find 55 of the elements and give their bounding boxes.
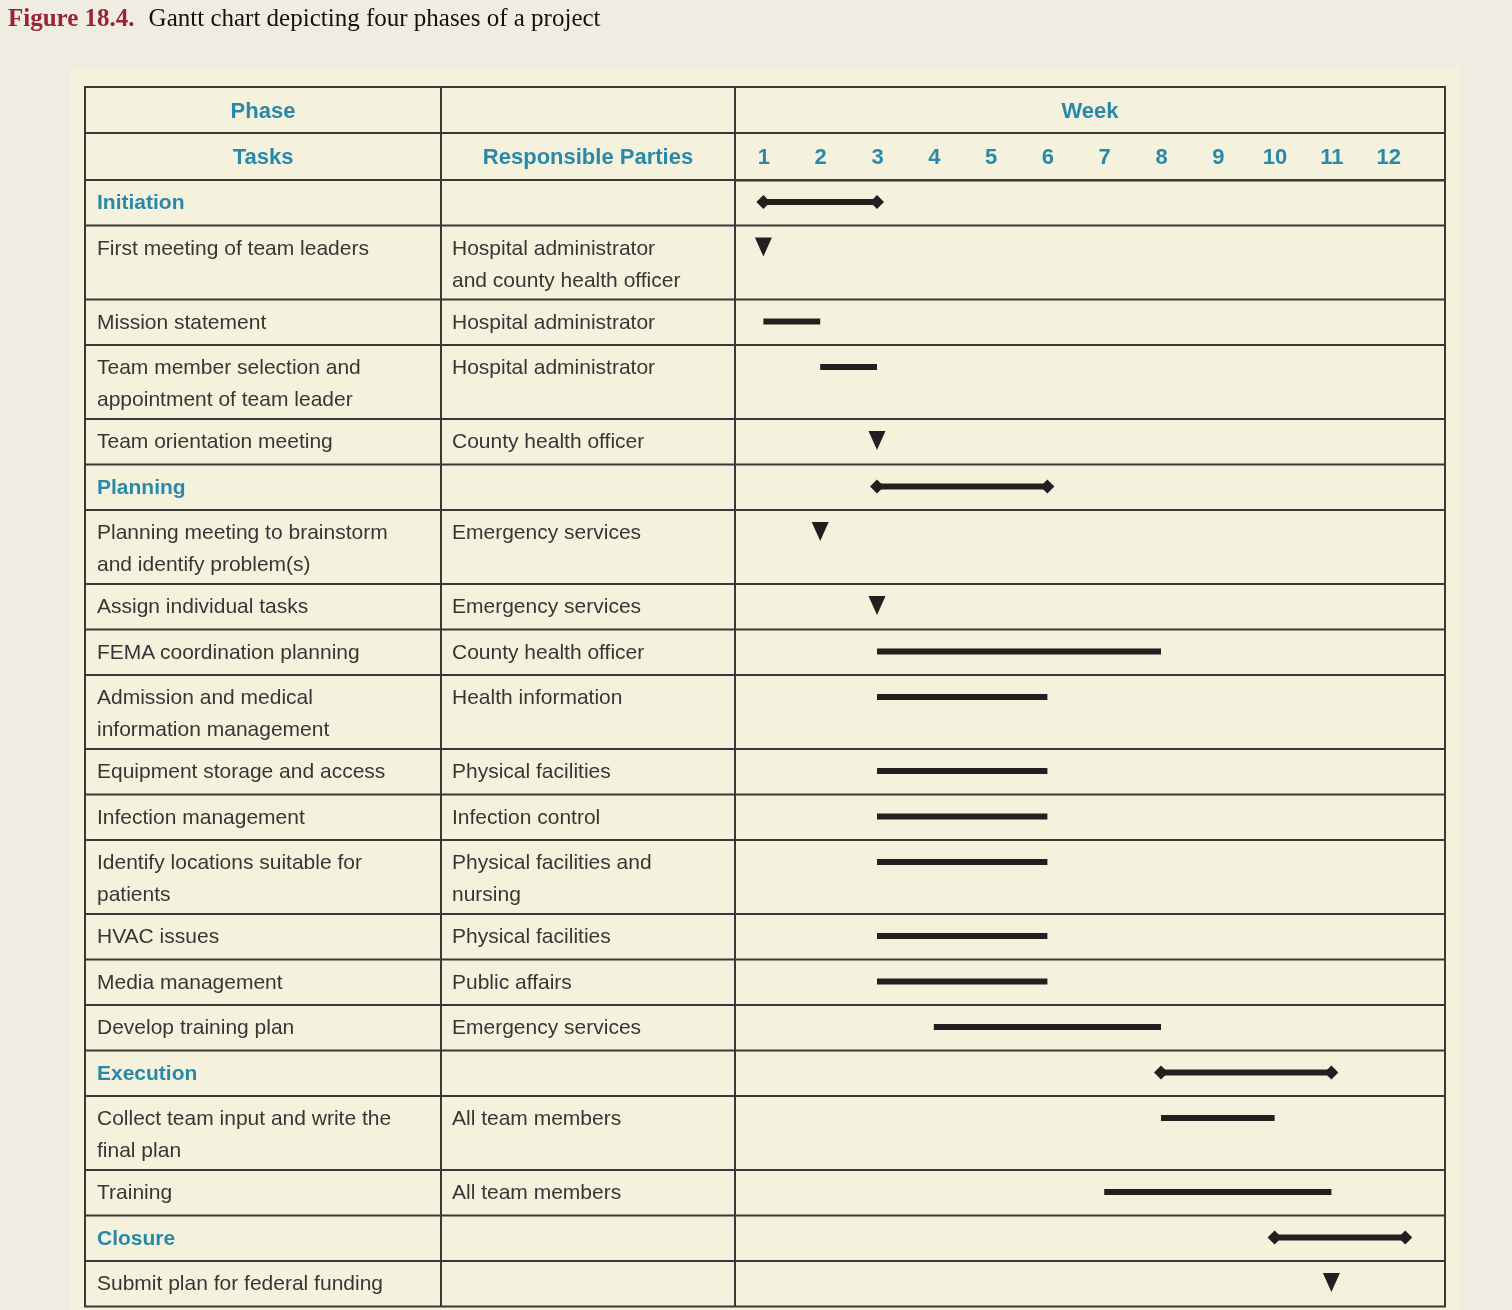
x2-tick-label: 9 — [1212, 144, 1225, 169]
y-tick-label: Mission statement — [97, 309, 267, 333]
y2-tick-label: Emergency services — [452, 1015, 642, 1038]
x2-tick-label: 6 — [1041, 144, 1055, 169]
x2-tick-label: 3 — [871, 144, 884, 169]
y2-tick-label: All team members — [452, 1106, 622, 1129]
x2-tick-label: 7 — [1098, 144, 1111, 169]
x2-tick-label: 5 — [984, 144, 998, 169]
y2-tick-label: Public affairs — [452, 969, 572, 993]
y-tick-label: Execution — [97, 1060, 198, 1084]
y-tick-label: Admission and medical information management — [97, 685, 330, 740]
y-tick-label: Identify locations suitable for patients — [97, 850, 362, 905]
y-tick-label: Team orientation meeting — [97, 429, 333, 452]
y-tick-label: Team member selection and appointment of team leader — [97, 355, 361, 410]
y-tick-label: Collect team input and write the final plan — [97, 1106, 392, 1161]
y-tick-label: Initiation — [97, 190, 185, 213]
x2-tick-label: 8 — [1155, 144, 1168, 169]
y-tick-label: FEMA coordination planning — [97, 639, 360, 663]
y2-tick-label: Hospital administrator and county health officer — [452, 235, 681, 291]
y-tick-label: HVAC issues — [97, 924, 220, 947]
y2-tick-label: County health officer — [452, 429, 645, 452]
x2-axis-title: Week — [1061, 98, 1120, 123]
y-tick-label: Equipment storage and access — [97, 759, 386, 782]
y-tick-label: Planning — [97, 474, 186, 498]
y-tick-label: Develop training plan — [97, 1015, 295, 1038]
y2-tick-label: Hospital administrator — [452, 355, 656, 378]
y2-tick-label: Physical facilities — [452, 759, 611, 782]
x2-tick-label: 12 — [1376, 144, 1401, 169]
y2-tick-label: Hospital administrator — [452, 309, 656, 333]
y2-tick-label: Health information — [452, 685, 623, 708]
y-tick-label: Planning meeting to brainstorm and identify problem(s) — [97, 520, 388, 575]
y-tick-label: Media management — [97, 969, 283, 993]
x2-tick-label: 10 — [1262, 144, 1288, 169]
y2-tick-label: County health officer — [452, 639, 645, 663]
y2-tick-label: Emergency services — [452, 520, 642, 543]
y-tick-label: Submit plan for federal funding — [97, 1271, 384, 1294]
y-tick-label: Training — [97, 1180, 173, 1203]
y-tick-label: First meeting of team leaders — [97, 235, 369, 259]
text: Phase — [230, 98, 296, 123]
x2-tick-label: 2 — [814, 144, 827, 169]
y-tick-label: Assign individual tasks — [97, 594, 309, 617]
y2-tick-label: Physical facilities — [452, 924, 611, 947]
y-axis-title: Tasks — [232, 144, 294, 169]
y2-tick-label: All team members — [452, 1180, 622, 1203]
x2-tick-label: 11 — [1320, 144, 1344, 169]
text: Figure 18.4. — [8, 4, 135, 31]
text: Gantt chart depicting four phases of a project — [148, 4, 601, 31]
y2-axis-title: Responsible Parties — [482, 144, 694, 169]
y-tick-label: Infection management — [97, 804, 305, 828]
x2-tick-label: 4 — [928, 144, 942, 169]
y-tick-label: Closure — [97, 1225, 176, 1249]
y2-tick-label: Physical facilities and nursing — [452, 850, 652, 905]
x2-tick-label: 1 — [757, 144, 771, 169]
y2-tick-label: Emergency services — [452, 594, 642, 617]
y2-tick-label: Infection control — [452, 804, 601, 828]
